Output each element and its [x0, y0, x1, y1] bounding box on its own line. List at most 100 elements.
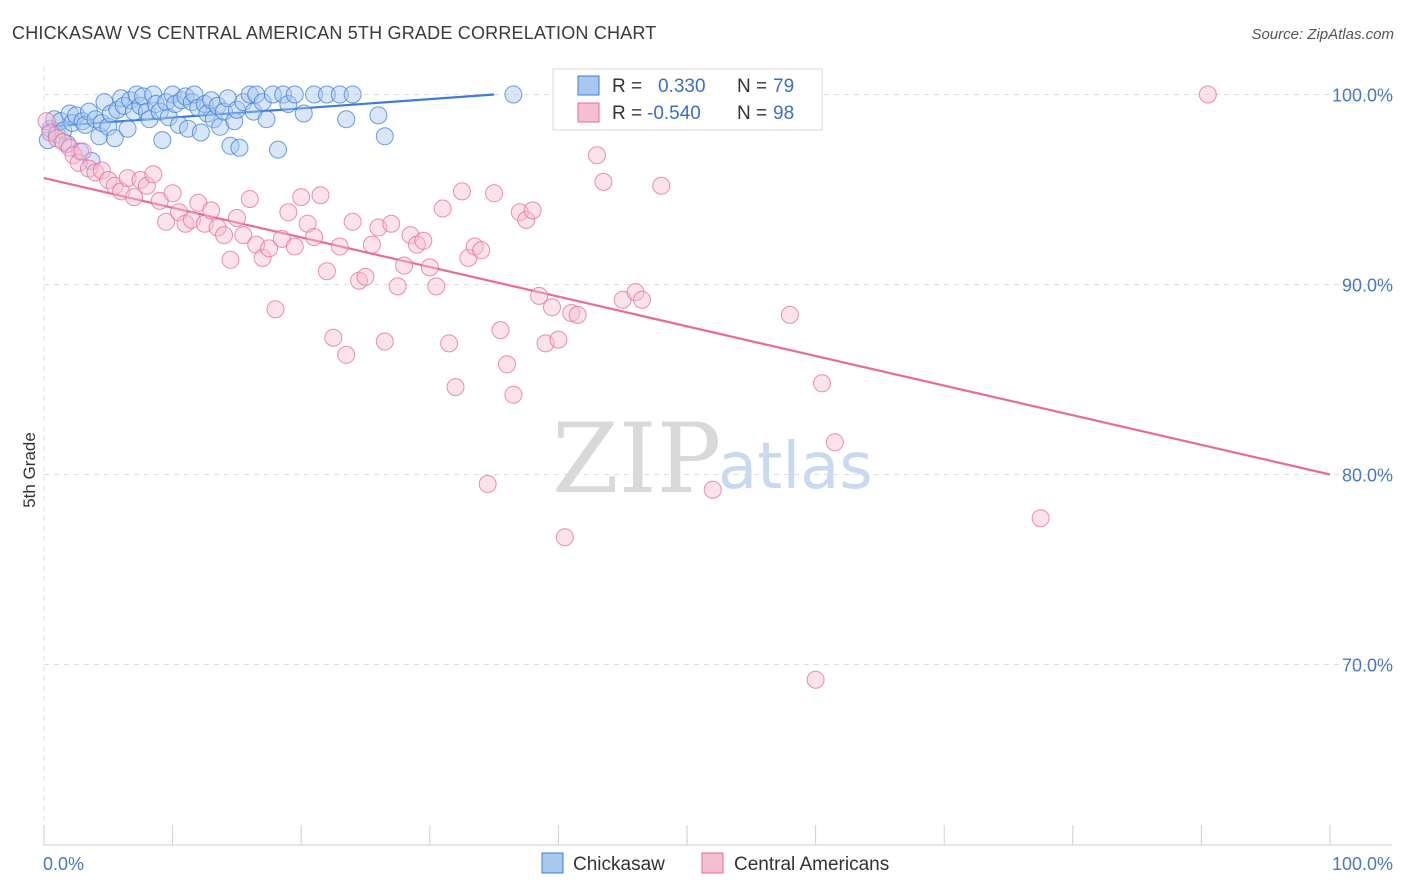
central-americans-point-62 — [427, 277, 446, 296]
chickasaw-point-19 — [99, 117, 118, 136]
central-americans-point-71 — [485, 184, 504, 203]
central-americans-point-31 — [227, 209, 246, 227]
central-americans-point-48 — [337, 345, 356, 364]
chickasaw-point-36 — [153, 131, 172, 150]
central-americans-point-90 — [652, 176, 671, 195]
x-tick-labels: 0.0% 100.0% — [43, 854, 1393, 874]
central-americans-point-44 — [311, 186, 330, 205]
central-americans-point-69 — [472, 241, 491, 260]
legend-swatch-chickasaw — [577, 75, 600, 96]
central-americans-point-32 — [234, 226, 253, 245]
source-label: Source: ZipAtlas.com — [1251, 26, 1394, 43]
central-americans-point-70 — [478, 475, 497, 493]
central-americans-point-46 — [324, 328, 343, 347]
central-americans-point-21 — [163, 184, 182, 203]
chickasaw-point-68 — [269, 140, 288, 159]
chickasaw-point-13 — [80, 102, 99, 121]
chickasaw-point-80 — [504, 85, 523, 104]
central-americans-point-60 — [414, 231, 433, 250]
chickasaw-point-71 — [285, 85, 304, 104]
legend-r-value-1: -0.540 — [647, 103, 701, 124]
y-tick-label-1: 90.0% — [1342, 276, 1393, 296]
central-americans-point-61 — [420, 258, 439, 277]
central-americans-point-20 — [157, 212, 176, 231]
series-legend-swatch-chickasaw — [541, 852, 564, 874]
chickasaw-point-32 — [140, 110, 159, 129]
chart-title: CHICKASAW VS CENTRAL AMERICAN 5TH GRADE … — [12, 23, 657, 43]
central-americans-point-95 — [825, 433, 844, 452]
watermark: ZIP atlas — [552, 403, 873, 515]
central-americans-point-18 — [144, 165, 163, 184]
chickasaw-point-65 — [253, 93, 272, 112]
central-americans-point-81 — [549, 330, 568, 349]
chickasaw-point-41 — [170, 115, 189, 134]
central-americans-point-64 — [440, 334, 459, 353]
central-americans-point-91 — [703, 480, 722, 499]
central-americans-trend-line — [43, 177, 1331, 476]
central-americans-point-72 — [491, 321, 510, 340]
central-americans-point-6 — [69, 153, 88, 172]
watermark-zip: ZIP — [552, 403, 721, 515]
central-americans-point-54 — [375, 332, 394, 351]
central-americans-point-30 — [221, 250, 240, 269]
central-americans-point-29 — [215, 226, 234, 245]
chickasaw-point-48 — [191, 123, 210, 142]
central-americans-point-77 — [523, 201, 542, 220]
central-americans-point-63 — [433, 199, 452, 218]
central-americans-point-43 — [305, 228, 324, 246]
chickasaw-point-70 — [279, 95, 298, 113]
central-americans-point-28 — [208, 218, 227, 237]
central-americans-point-89 — [632, 290, 651, 309]
central-americans-point-93 — [806, 670, 825, 689]
x-tick-label-1: 100.0% — [1332, 854, 1393, 874]
central-americans-point-40 — [285, 237, 304, 256]
y-tick-label-0: 100.0% — [1332, 86, 1393, 106]
chickasaw-point-35 — [150, 102, 169, 121]
stats-legend: R = 0.330 N = 79 R = -0.540 N = 98 — [552, 68, 823, 131]
central-americans-point-27 — [202, 201, 221, 220]
central-americans-point-86 — [594, 172, 613, 191]
legend-n-value-1: 98 — [773, 103, 794, 124]
central-americans-point-73 — [497, 355, 516, 374]
chickasaw-point-21 — [105, 129, 124, 148]
central-americans-point-37 — [266, 300, 285, 319]
y-tick-label-3: 70.0% — [1342, 656, 1393, 676]
chickasaw-point-58 — [225, 112, 244, 131]
series-legend-swatch-central-americans — [701, 852, 724, 874]
central-americans-point-78 — [530, 286, 549, 305]
chickasaw-point-16 — [90, 127, 109, 146]
central-americans-point-41 — [292, 188, 311, 207]
chickasaw-point-60 — [230, 138, 249, 157]
y-axis-label: 5th Grade — [20, 432, 39, 508]
legend-swatch-central-americans — [577, 102, 600, 123]
central-americans-point-47 — [330, 237, 349, 256]
legend-r-label-1: R = — [612, 103, 642, 124]
central-americans-point-45 — [317, 262, 336, 281]
legend-n-label-0: N = — [737, 76, 767, 97]
chickasaw-point-79 — [375, 127, 394, 146]
chickasaw-point-77 — [343, 85, 362, 104]
legend-n-label-1: N = — [737, 103, 767, 124]
central-americans-point-82 — [555, 528, 574, 547]
central-americans-point-7 — [73, 142, 92, 161]
central-americans-point-65 — [446, 378, 465, 397]
chickasaw-point-73 — [305, 85, 324, 104]
chickasaw-point-0 — [38, 131, 57, 150]
central-americans-point-94 — [813, 374, 832, 393]
chickasaw-point-78 — [369, 106, 388, 125]
central-americans-point-85 — [587, 146, 606, 165]
central-americans-point-33 — [240, 190, 259, 208]
central-americans-point-35 — [253, 248, 272, 267]
chickasaw-point-75 — [330, 85, 349, 104]
chickasaw-point-23 — [112, 89, 131, 108]
chickasaw-point-66 — [257, 110, 276, 129]
chickasaw-point-37 — [157, 93, 176, 112]
central-americans-point-96 — [1031, 509, 1050, 528]
central-americans-point-56 — [388, 277, 407, 296]
central-americans-point-51 — [356, 267, 375, 286]
chickasaw-point-74 — [317, 85, 336, 104]
legend-r-label-0: R = — [612, 76, 642, 97]
chickasaw-point-31 — [137, 102, 156, 121]
x-tick-label-0: 0.0% — [43, 854, 84, 874]
central-americans-point-92 — [780, 305, 799, 324]
